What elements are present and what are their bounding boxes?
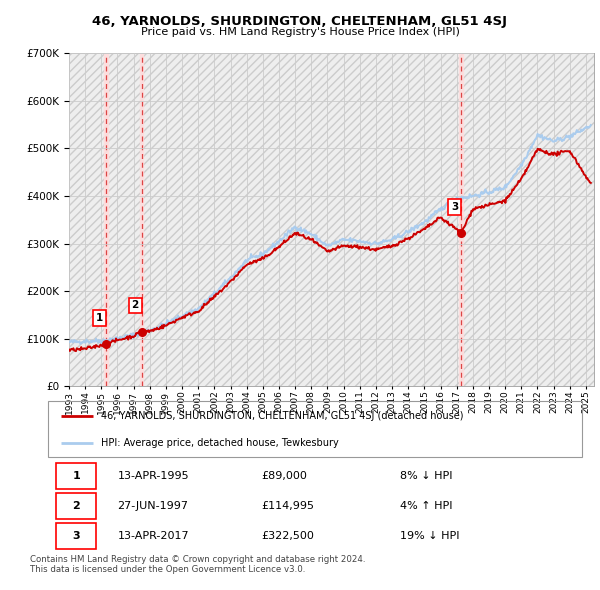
Text: 3: 3 — [451, 202, 458, 212]
Text: 2: 2 — [131, 300, 139, 310]
Text: £322,500: £322,500 — [262, 531, 314, 541]
Text: 4% ↑ HPI: 4% ↑ HPI — [400, 501, 453, 511]
Text: 19% ↓ HPI: 19% ↓ HPI — [400, 531, 460, 541]
Text: 8% ↓ HPI: 8% ↓ HPI — [400, 471, 453, 481]
Bar — [104, 53, 108, 386]
Text: 1: 1 — [96, 313, 103, 323]
Text: 13-APR-2017: 13-APR-2017 — [118, 531, 189, 541]
Text: 3: 3 — [73, 531, 80, 541]
Text: £114,995: £114,995 — [262, 501, 314, 511]
Text: £89,000: £89,000 — [262, 471, 307, 481]
Text: 1: 1 — [73, 471, 80, 481]
Text: 46, YARNOLDS, SHURDINGTON, CHELTENHAM, GL51 4SJ: 46, YARNOLDS, SHURDINGTON, CHELTENHAM, G… — [92, 15, 508, 28]
Bar — [459, 53, 463, 386]
Text: 27-JUN-1997: 27-JUN-1997 — [118, 501, 188, 511]
Text: 2: 2 — [73, 501, 80, 511]
Text: HPI: Average price, detached house, Tewkesbury: HPI: Average price, detached house, Tewk… — [101, 438, 339, 448]
Bar — [140, 53, 143, 386]
Text: 13-APR-1995: 13-APR-1995 — [118, 471, 189, 481]
Text: Contains HM Land Registry data © Crown copyright and database right 2024.
This d: Contains HM Land Registry data © Crown c… — [30, 555, 365, 574]
Text: 46, YARNOLDS, SHURDINGTON, CHELTENHAM, GL51 4SJ (detached house): 46, YARNOLDS, SHURDINGTON, CHELTENHAM, G… — [101, 411, 464, 421]
Text: Price paid vs. HM Land Registry's House Price Index (HPI): Price paid vs. HM Land Registry's House … — [140, 27, 460, 37]
